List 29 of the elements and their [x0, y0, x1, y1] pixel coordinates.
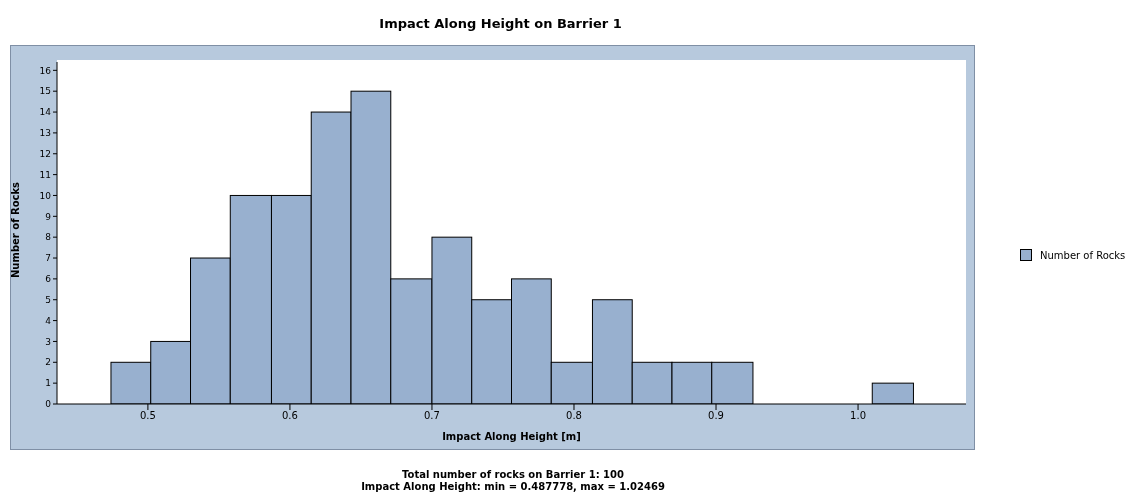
y-tick-label: 0 — [45, 399, 52, 410]
y-tick-label: 13 — [39, 128, 51, 139]
text: Impact Along Height: min = 0.487778, max = 1.02469 — [360, 481, 666, 493]
x-tick-label: 0.6 — [281, 410, 298, 422]
x-tick-label: 0.8 — [566, 410, 582, 422]
y-tick-label: 16 — [39, 65, 52, 76]
y-tick-label: 3 — [45, 336, 51, 347]
x-tick-label: 0.5 — [139, 410, 156, 422]
legend-label: Number of Rocks — [1040, 249, 1126, 261]
y-tick-label: 6 — [45, 274, 52, 285]
y-tick-label: 10 — [39, 190, 52, 201]
chart-title: Impact Along Height on Barrier 1 — [378, 16, 623, 31]
y-tick-label: 9 — [45, 211, 52, 222]
x-tick-label: 1.0 — [850, 410, 867, 422]
x-tick-label: 0.9 — [708, 410, 724, 422]
y-tick-label: 12 — [39, 148, 51, 159]
text: Total number of rocks on Barrier 1: 100 — [401, 469, 625, 481]
y-tick-label: 5 — [45, 294, 51, 305]
x-tick-label: 0.7 — [424, 410, 440, 422]
y-tick-label: 4 — [45, 315, 52, 326]
y-tick-label: 8 — [45, 232, 52, 243]
x-axis-title: Impact Along Height [m] — [442, 431, 581, 442]
y-tick-label: 11 — [39, 169, 51, 180]
y-tick-label: 2 — [45, 357, 51, 368]
y-tick-label: 7 — [45, 253, 51, 264]
y-tick-label: 14 — [39, 107, 52, 118]
y-tick-label: 15 — [39, 86, 51, 97]
y-tick-label: 1 — [45, 378, 51, 389]
y-axis-title: Number of Rocks — [9, 181, 21, 278]
